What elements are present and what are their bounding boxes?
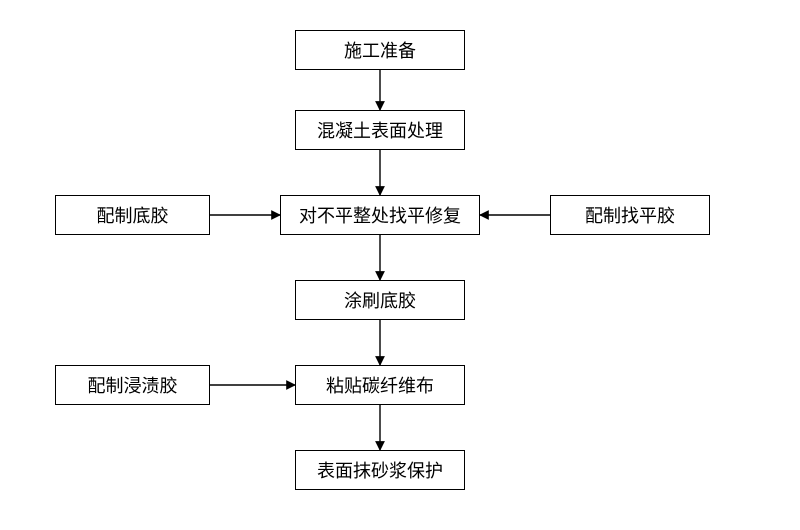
flow-node-n2: 混凝土表面处理 <box>295 110 465 150</box>
flow-node-n3: 对不平整处找平修复 <box>280 195 480 235</box>
flow-node-n6: 表面抹砂浆保护 <box>295 450 465 490</box>
flow-node-nr1: 配制找平胶 <box>550 195 710 235</box>
flow-node-n5: 粘贴碳纤维布 <box>295 365 465 405</box>
flow-node-n1: 施工准备 <box>295 30 465 70</box>
flow-node-nl2: 配制浸渍胶 <box>55 365 210 405</box>
flow-node-n4: 涂刷底胶 <box>295 280 465 320</box>
flow-node-nl1: 配制底胶 <box>55 195 210 235</box>
